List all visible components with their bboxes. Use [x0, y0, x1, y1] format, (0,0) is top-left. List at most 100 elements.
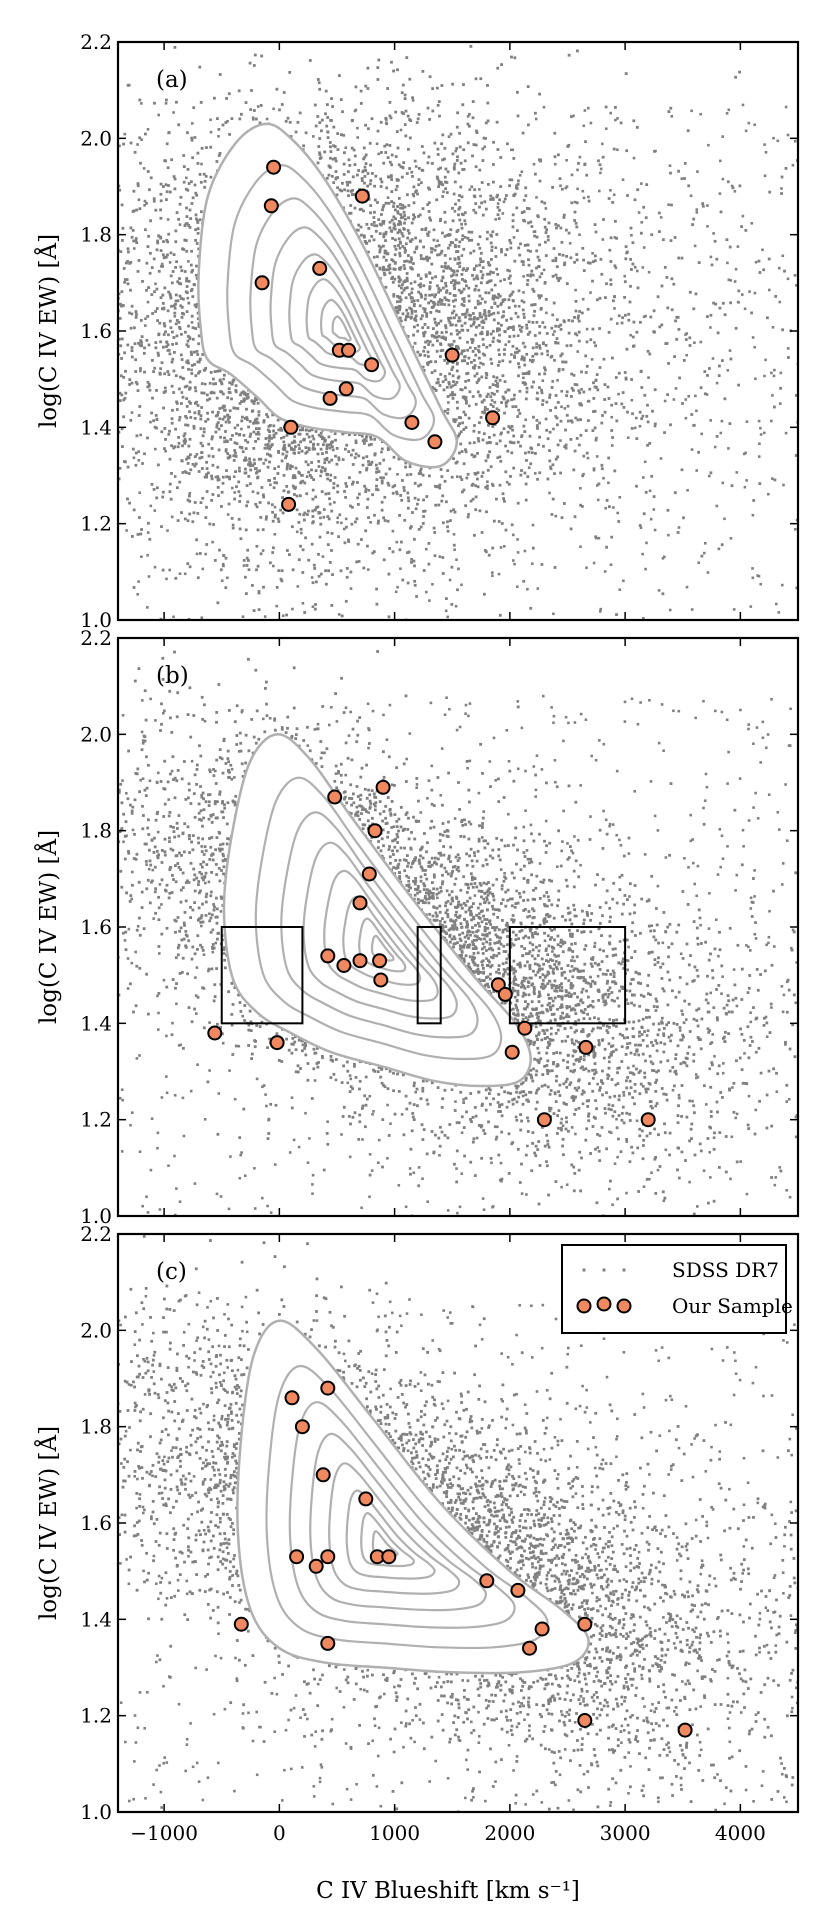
sample-point	[358, 1491, 374, 1507]
sample-point	[263, 198, 279, 214]
sdss-dr7-points	[118, 650, 798, 1216]
contour-level-4	[269, 226, 401, 401]
contour-level-5	[288, 253, 387, 383]
contour-level-2	[254, 776, 503, 1061]
sample-point	[361, 866, 377, 882]
contour-level-7	[358, 917, 407, 973]
legend-box	[561, 1244, 787, 1334]
contour-level-3	[249, 197, 417, 420]
x-tick-label: 2000	[484, 1821, 535, 1845]
sample-point	[312, 260, 328, 276]
panel-c: −1000 0 1000 2000 3000 4000 1.0 1.2 1.4 1.6 1.8 2.0…	[34, 1222, 800, 1845]
sample-point	[578, 1039, 594, 1055]
contour-level-6	[345, 1489, 436, 1580]
sample-point	[322, 390, 338, 406]
sample-point	[320, 1549, 336, 1565]
panels: 1.0 1.2 1.4 1.6 1.8 2.0 2.2 (a) log(C IV EW) [Å]…	[34, 30, 800, 1845]
sample-point	[577, 1713, 593, 1728]
sample-point	[536, 1112, 552, 1128]
density-contours	[222, 733, 532, 1088]
x-tick-label: 3000	[600, 1821, 651, 1845]
contour-outer	[197, 122, 459, 469]
selection-box-1	[220, 926, 304, 1025]
sample-point	[320, 1380, 336, 1396]
panel-label: (b)	[156, 663, 189, 689]
sample-point	[577, 1616, 593, 1632]
y-tick-label: 1.4	[80, 1011, 112, 1035]
sample-point	[485, 410, 501, 426]
y-tick-label: 1.8	[80, 1415, 112, 1439]
selection-box-2	[416, 926, 442, 1025]
y-tick-label: 1.2	[80, 1108, 112, 1132]
sample-point	[336, 958, 352, 973]
sample-point	[315, 1467, 331, 1483]
y-tick-label: 1.4	[80, 1607, 112, 1631]
legend-dot	[602, 1268, 606, 1272]
sample-point	[504, 1044, 520, 1060]
y-tick-label: 1.8	[80, 223, 112, 247]
sample-point	[352, 895, 368, 911]
selection-box-3	[508, 926, 627, 1025]
sample-point	[444, 347, 460, 363]
sample-point	[320, 948, 336, 964]
sample-point	[375, 779, 391, 795]
sample-point	[372, 953, 388, 969]
panel-a: 1.0 1.2 1.4 1.6 1.8 2.0 2.2 (a) log(C IV EW) [Å]	[34, 30, 800, 632]
contour-outer	[236, 1319, 590, 1675]
sample-point	[207, 1025, 223, 1041]
our-sample-points	[254, 159, 501, 512]
our-sample-points	[233, 1380, 693, 1738]
legend: SDSS DR7 Our Sample	[561, 1244, 793, 1334]
sample-point	[367, 823, 383, 839]
legend-dot	[622, 1268, 626, 1272]
y-tick-label: 1.6	[80, 1511, 112, 1535]
y-tick-label: 1.0	[80, 608, 112, 632]
contour-level-2	[265, 1364, 549, 1650]
contour-level-7	[319, 298, 362, 353]
y-tick-label: 1.6	[80, 915, 112, 939]
legend-label-sdss: SDSS DR7	[672, 1258, 779, 1282]
contour-level-8	[331, 315, 352, 342]
legend-circle	[596, 1296, 612, 1312]
sample-point	[381, 1549, 397, 1565]
sample-point	[269, 1035, 285, 1051]
sample-point	[677, 1722, 693, 1738]
legend-label-sample: Our Sample	[672, 1294, 793, 1318]
sample-point	[308, 1558, 324, 1574]
sample-point	[352, 953, 368, 969]
x-tick-label: 1000	[369, 1821, 420, 1845]
sample-point	[284, 1390, 300, 1406]
panel-b: 1.0 1.2 1.4 1.6 1.8 2.0 2.2 (b) log(C IV EW) [Å]	[34, 626, 800, 1228]
y-axis-label: log(C IV EW) [Å]	[34, 1426, 62, 1620]
sample-point	[364, 357, 380, 373]
y-tick-label: 2.0	[80, 722, 112, 746]
y-tick-label: 2.2	[80, 626, 112, 650]
sample-point	[289, 1549, 305, 1565]
sample-point	[510, 1582, 526, 1598]
ticks: −1000 0 1000 2000 3000 4000 1.0 1.2 1.4 1.6 1.8 2.0…	[80, 1222, 798, 1845]
sample-point	[522, 1640, 537, 1656]
density-contours	[197, 122, 459, 469]
legend-sample-marker	[576, 1296, 632, 1314]
y-tick-label: 1.0	[80, 1800, 112, 1824]
sample-point	[640, 1112, 656, 1128]
y-axis-label: log(C IV EW) [Å]	[34, 234, 62, 428]
sample-point	[404, 415, 420, 430]
y-tick-label: 2.0	[80, 126, 112, 150]
y-axis-label: log(C IV EW) [Å]	[34, 830, 62, 1024]
contour-level-4	[309, 1432, 487, 1612]
y-tick-label: 1.2	[80, 512, 112, 536]
sample-point	[294, 1419, 310, 1435]
x-tick-label: 4000	[715, 1821, 766, 1845]
contour-level-7	[360, 1512, 416, 1568]
contour-level-2	[226, 164, 436, 442]
y-tick-label: 2.2	[80, 30, 112, 54]
contour-level-5	[323, 869, 439, 1003]
ticks: 1.0 1.2 1.4 1.6 1.8 2.0 2.2	[80, 626, 798, 1228]
legend-sdss-marker	[582, 1268, 626, 1272]
sample-point	[479, 1573, 495, 1589]
density-contours	[236, 1319, 590, 1675]
legend-circle	[576, 1298, 592, 1314]
x-tick-label: −1000	[130, 1821, 198, 1845]
sample-point	[281, 496, 297, 512]
